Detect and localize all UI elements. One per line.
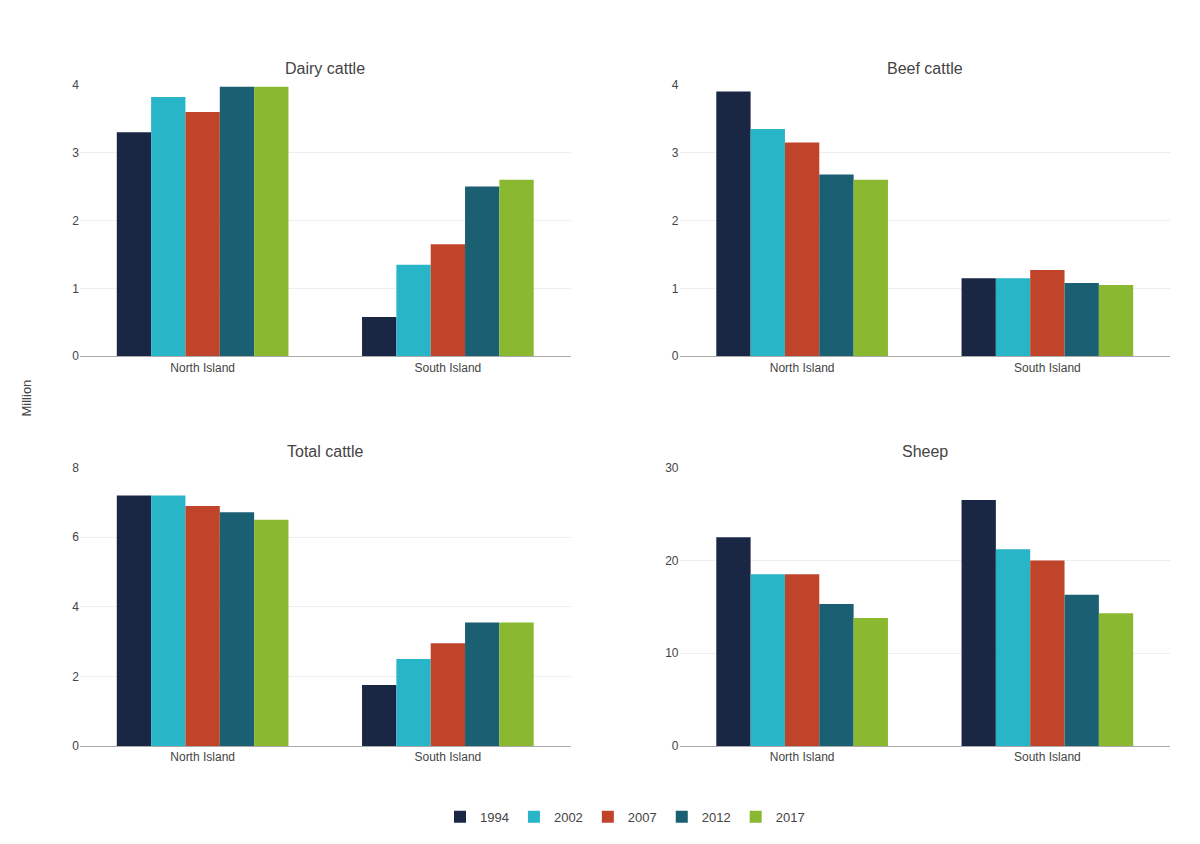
svg-text:30: 30 — [665, 461, 679, 475]
svg-text:1: 1 — [672, 282, 679, 296]
svg-text:1: 1 — [72, 282, 79, 296]
svg-text:Dairy cattle: Dairy cattle — [285, 60, 365, 77]
svg-text:2: 2 — [72, 214, 79, 228]
svg-text:South Island: South Island — [415, 361, 482, 375]
svg-text:North Island: North Island — [770, 750, 835, 764]
svg-text:0: 0 — [672, 739, 679, 753]
svg-text:6: 6 — [72, 530, 79, 544]
svg-text:0: 0 — [72, 739, 79, 753]
svg-text:0: 0 — [672, 349, 679, 363]
svg-text:Million: Million — [19, 380, 34, 417]
svg-text:South Island: South Island — [1014, 361, 1081, 375]
svg-text:2017: 2017 — [776, 810, 805, 825]
svg-text:North Island: North Island — [170, 361, 235, 375]
svg-text:2002: 2002 — [554, 810, 583, 825]
svg-text:10: 10 — [665, 646, 679, 660]
svg-text:4: 4 — [72, 78, 79, 92]
svg-text:2: 2 — [72, 670, 79, 684]
svg-text:North Island: North Island — [170, 750, 235, 764]
svg-text:0: 0 — [72, 349, 79, 363]
svg-text:1994: 1994 — [480, 810, 509, 825]
svg-text:Beef cattle: Beef cattle — [887, 60, 963, 77]
svg-text:3: 3 — [72, 146, 79, 160]
svg-text:20: 20 — [665, 554, 679, 568]
svg-text:2007: 2007 — [628, 810, 657, 825]
svg-text:4: 4 — [672, 78, 679, 92]
svg-text:2: 2 — [672, 214, 679, 228]
svg-text:South Island: South Island — [1014, 750, 1081, 764]
svg-text:Total cattle: Total cattle — [287, 443, 364, 460]
svg-text:3: 3 — [672, 146, 679, 160]
svg-text:2012: 2012 — [702, 810, 731, 825]
svg-text:South Island: South Island — [415, 750, 482, 764]
svg-text:Sheep: Sheep — [902, 443, 948, 460]
svg-text:4: 4 — [72, 600, 79, 614]
svg-text:8: 8 — [72, 461, 79, 475]
svg-text:North Island: North Island — [770, 361, 835, 375]
